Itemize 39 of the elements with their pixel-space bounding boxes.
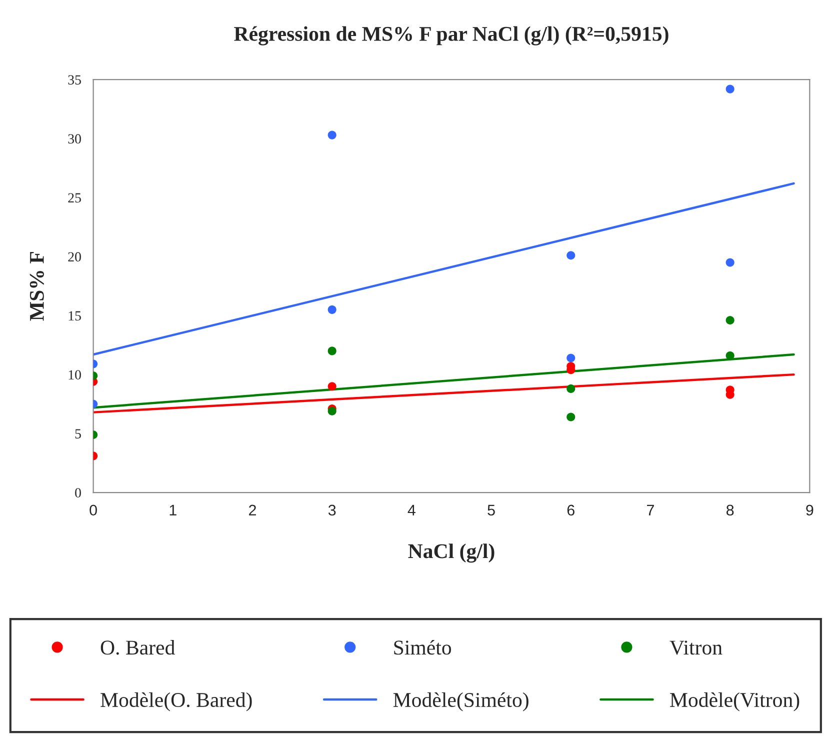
x-tick-label: 1	[170, 504, 176, 516]
point	[726, 316, 734, 325]
x-tick-label: 8	[726, 504, 734, 516]
x-tick-label: 7	[647, 504, 654, 516]
point	[566, 354, 576, 362]
y-tick-label: 5	[75, 429, 81, 438]
point	[328, 382, 336, 391]
legend-label: Modèle(Vitron)	[670, 692, 800, 712]
y-tick-label: 10	[68, 370, 81, 380]
y-tick-label: 0	[75, 488, 81, 498]
point	[566, 412, 576, 422]
y-tick-label: 15	[68, 311, 81, 321]
point	[328, 406, 336, 416]
point	[328, 305, 336, 314]
y-tick-label: 35	[68, 75, 81, 85]
y-axis-title: MS% F	[30, 252, 44, 321]
x-tick-label: 5	[488, 504, 495, 516]
y-tick-label: 25	[68, 193, 81, 203]
point	[566, 384, 576, 393]
chart-title: Régression de MS% F par NaCl (g/l) (R²=0,5915)	[234, 26, 668, 46]
x-tick-label: 2	[249, 504, 256, 516]
legend-label: Modèle(O. Bared)	[100, 692, 252, 712]
x-tick-label: 0	[90, 504, 97, 516]
y-tick-label: 30	[68, 134, 81, 144]
point	[328, 130, 336, 140]
x-tick-label: 4	[408, 504, 416, 516]
y-tick-label: 20	[68, 252, 81, 262]
x-tick-label: 9	[806, 504, 814, 516]
point	[726, 258, 734, 267]
x-axis-title: NaCl (g/l)	[408, 544, 494, 563]
point	[726, 84, 734, 94]
x-tick-label: 6	[567, 504, 574, 516]
legend-label: O. Bared	[100, 640, 175, 655]
legend-label: Vitron	[670, 640, 722, 655]
legend-label: Modèle(Siméto)	[393, 692, 528, 712]
x-tick-label: 3	[328, 504, 336, 516]
point	[328, 346, 336, 356]
point	[566, 251, 576, 260]
legend-label: Siméto	[394, 640, 452, 655]
